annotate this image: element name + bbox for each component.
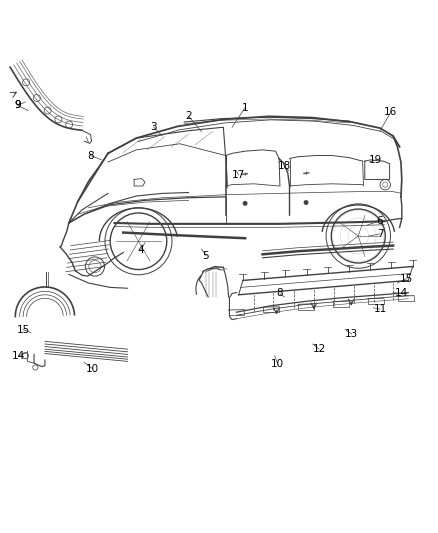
Text: 15: 15 — [17, 325, 30, 335]
Text: 13: 13 — [345, 329, 358, 339]
Text: 18: 18 — [278, 161, 291, 172]
Text: 16: 16 — [384, 107, 398, 117]
Circle shape — [244, 201, 247, 205]
Text: 19: 19 — [369, 155, 382, 165]
Text: 11: 11 — [374, 304, 387, 314]
Text: 12: 12 — [312, 344, 326, 354]
Text: 3: 3 — [150, 122, 157, 132]
Text: 5: 5 — [203, 251, 209, 261]
Text: 10: 10 — [271, 359, 284, 369]
Text: 2: 2 — [185, 111, 192, 122]
Text: 4: 4 — [138, 245, 144, 255]
Text: 7: 7 — [377, 229, 383, 239]
Text: 17: 17 — [232, 170, 245, 180]
Text: 8: 8 — [87, 150, 94, 160]
Text: 10: 10 — [86, 364, 99, 374]
Text: 8: 8 — [277, 288, 283, 298]
Text: 15: 15 — [399, 273, 413, 284]
Text: 14: 14 — [395, 288, 408, 298]
Text: 14: 14 — [12, 351, 25, 361]
Text: 6: 6 — [377, 216, 383, 226]
Text: 9: 9 — [14, 100, 21, 110]
Circle shape — [304, 201, 308, 204]
Text: 9: 9 — [14, 100, 21, 110]
Text: 1: 1 — [242, 103, 248, 112]
